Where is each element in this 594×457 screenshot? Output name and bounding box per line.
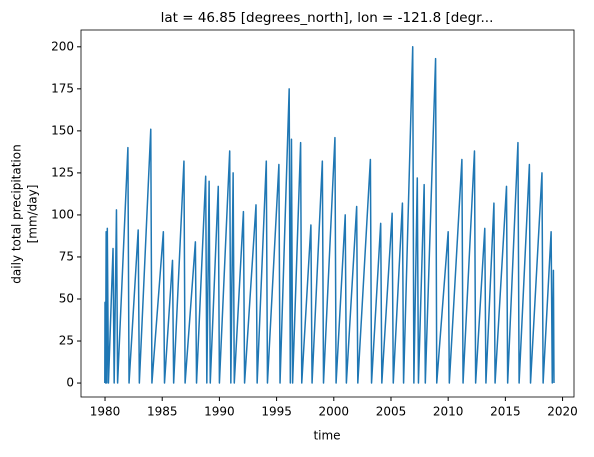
x-axis-label: time xyxy=(313,429,340,443)
y-tick-label: 125 xyxy=(51,165,74,179)
x-tick-label: 2010 xyxy=(433,405,464,419)
y-axis-label: [mm/day] xyxy=(26,185,40,244)
y-tick-label: 175 xyxy=(51,81,74,95)
y-tick-label: 150 xyxy=(51,123,74,137)
y-tick-label: 100 xyxy=(51,207,74,221)
x-tick-label: 2000 xyxy=(319,405,350,419)
y-tick-label: 200 xyxy=(51,39,74,53)
x-tick-label: 2020 xyxy=(547,405,578,419)
x-tick-label: 1980 xyxy=(90,405,121,419)
y-tick-label: 25 xyxy=(59,334,74,348)
y-tick-label: 75 xyxy=(59,249,74,263)
y-tick-label: 50 xyxy=(59,291,74,305)
x-tick-label: 1990 xyxy=(204,405,235,419)
x-tick-label: 2015 xyxy=(490,405,521,419)
plot-frame xyxy=(80,29,575,398)
chart-title: lat = 46.85 [degrees_north], lon = -121.… xyxy=(161,10,494,26)
data-line xyxy=(104,46,555,384)
x-tick-label: 2005 xyxy=(376,405,407,419)
y-axis-label: daily total precipitation xyxy=(10,144,24,283)
y-tick-label: 0 xyxy=(66,376,74,390)
x-tick-label: 1995 xyxy=(261,405,292,419)
x-tick-label: 1985 xyxy=(147,405,178,419)
